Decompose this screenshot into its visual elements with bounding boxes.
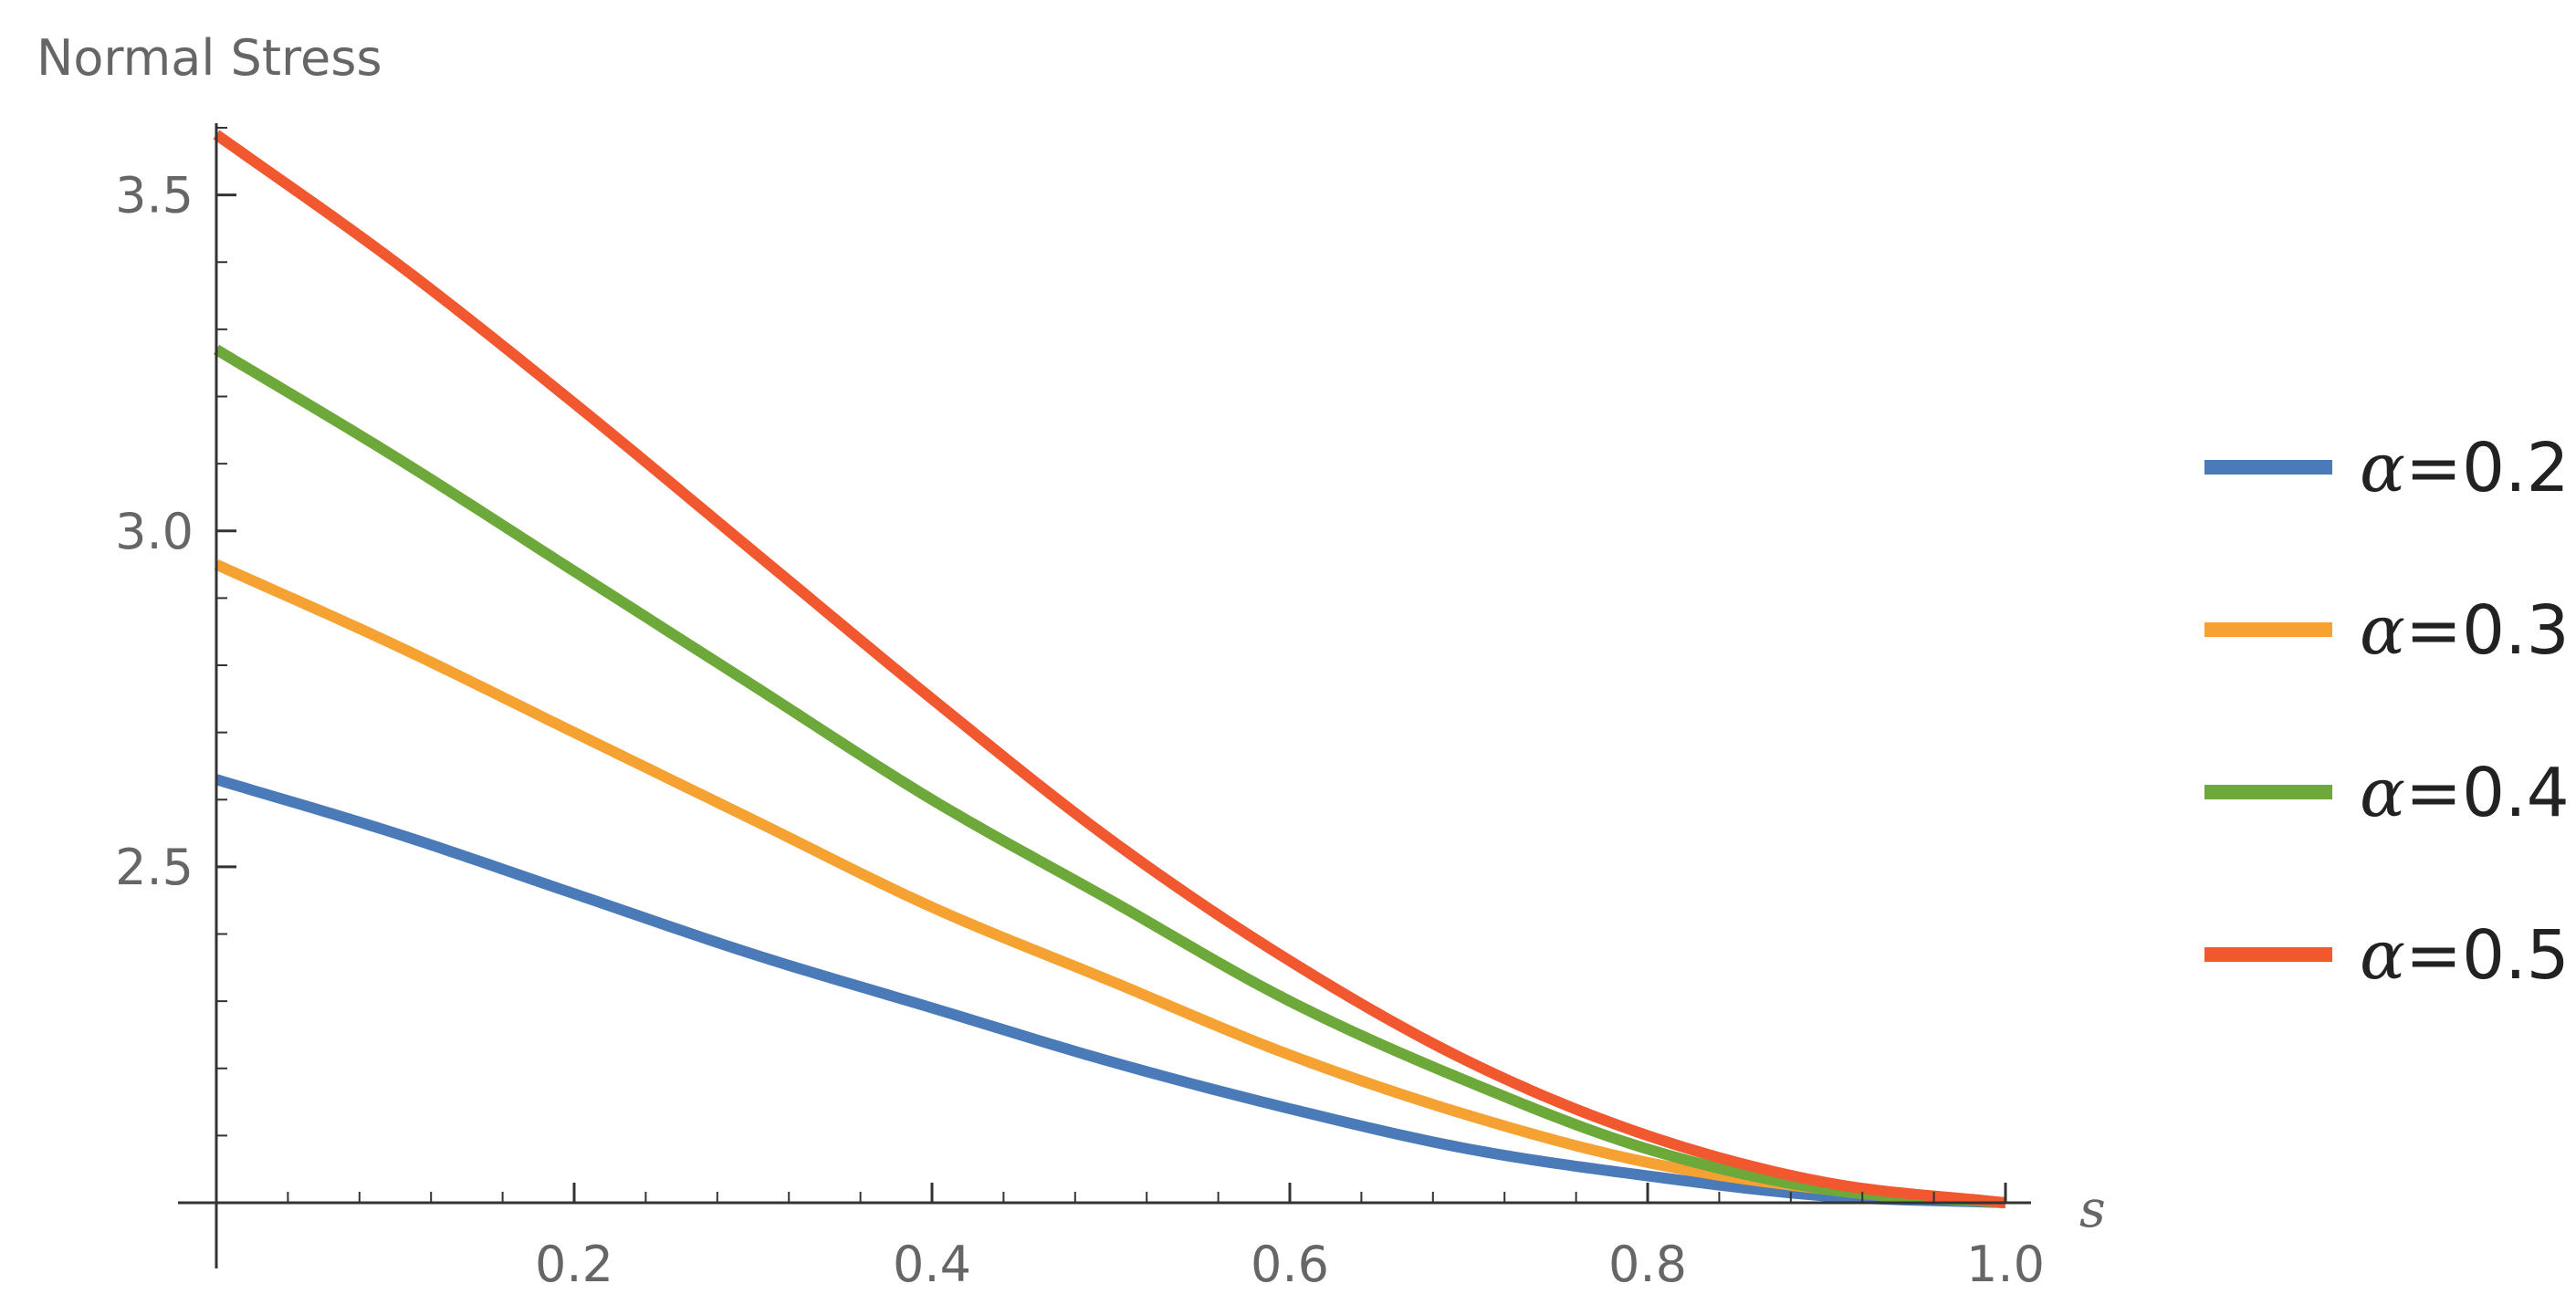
x-tick-label: 0.2 <box>535 1236 613 1293</box>
legend-item-3: α=0.4 <box>2204 754 2570 832</box>
y-tick-label: 3.5 <box>115 167 194 224</box>
axis-ticks <box>216 127 2007 1203</box>
legend-label: α=0.2 <box>2360 429 2570 507</box>
legend-item-4: α=0.5 <box>2204 916 2570 995</box>
x-tick-label: 0.6 <box>1251 1236 1329 1293</box>
series-line-4 <box>213 130 2006 1208</box>
series-lines <box>213 130 2006 1208</box>
legend-alpha-symbol: α <box>2360 916 2405 995</box>
axes <box>178 123 2031 1268</box>
legend-label: α=0.3 <box>2360 591 2570 670</box>
x-tick-label: 1.0 <box>1966 1236 2045 1293</box>
y-tick-label: 3.0 <box>115 503 194 560</box>
legend-value: =0.3 <box>2405 591 2570 670</box>
legend-label: α=0.4 <box>2360 754 2570 832</box>
legend-value: =0.4 <box>2405 754 2570 832</box>
series-line-1 <box>215 774 2006 1208</box>
series-line-2 <box>214 559 2006 1208</box>
axis-labels: Normal Stress s 0.2 0.4 0.6 0.8 1.0 2.5 3.0 3.5 <box>37 29 2106 1293</box>
y-axis-title: Normal Stress <box>37 29 382 87</box>
legend-value: =0.5 <box>2405 916 2570 995</box>
x-tick-label: 0.4 <box>893 1236 971 1293</box>
legend-item-1: α=0.2 <box>2204 429 2570 507</box>
legend-value: =0.2 <box>2405 429 2570 507</box>
series-line-3 <box>213 344 2006 1208</box>
legend-alpha-symbol: α <box>2360 429 2405 507</box>
y-tick-label: 2.5 <box>115 839 194 896</box>
x-axis-title: s <box>2079 1180 2106 1239</box>
legend-alpha-symbol: α <box>2360 754 2405 832</box>
legend-item-2: α=0.3 <box>2204 591 2570 670</box>
legend-label: α=0.5 <box>2360 916 2570 995</box>
x-tick-label: 0.8 <box>1608 1236 1687 1293</box>
legend: α=0.2α=0.3α=0.4α=0.5 <box>2204 429 2570 995</box>
legend-alpha-symbol: α <box>2360 591 2405 670</box>
